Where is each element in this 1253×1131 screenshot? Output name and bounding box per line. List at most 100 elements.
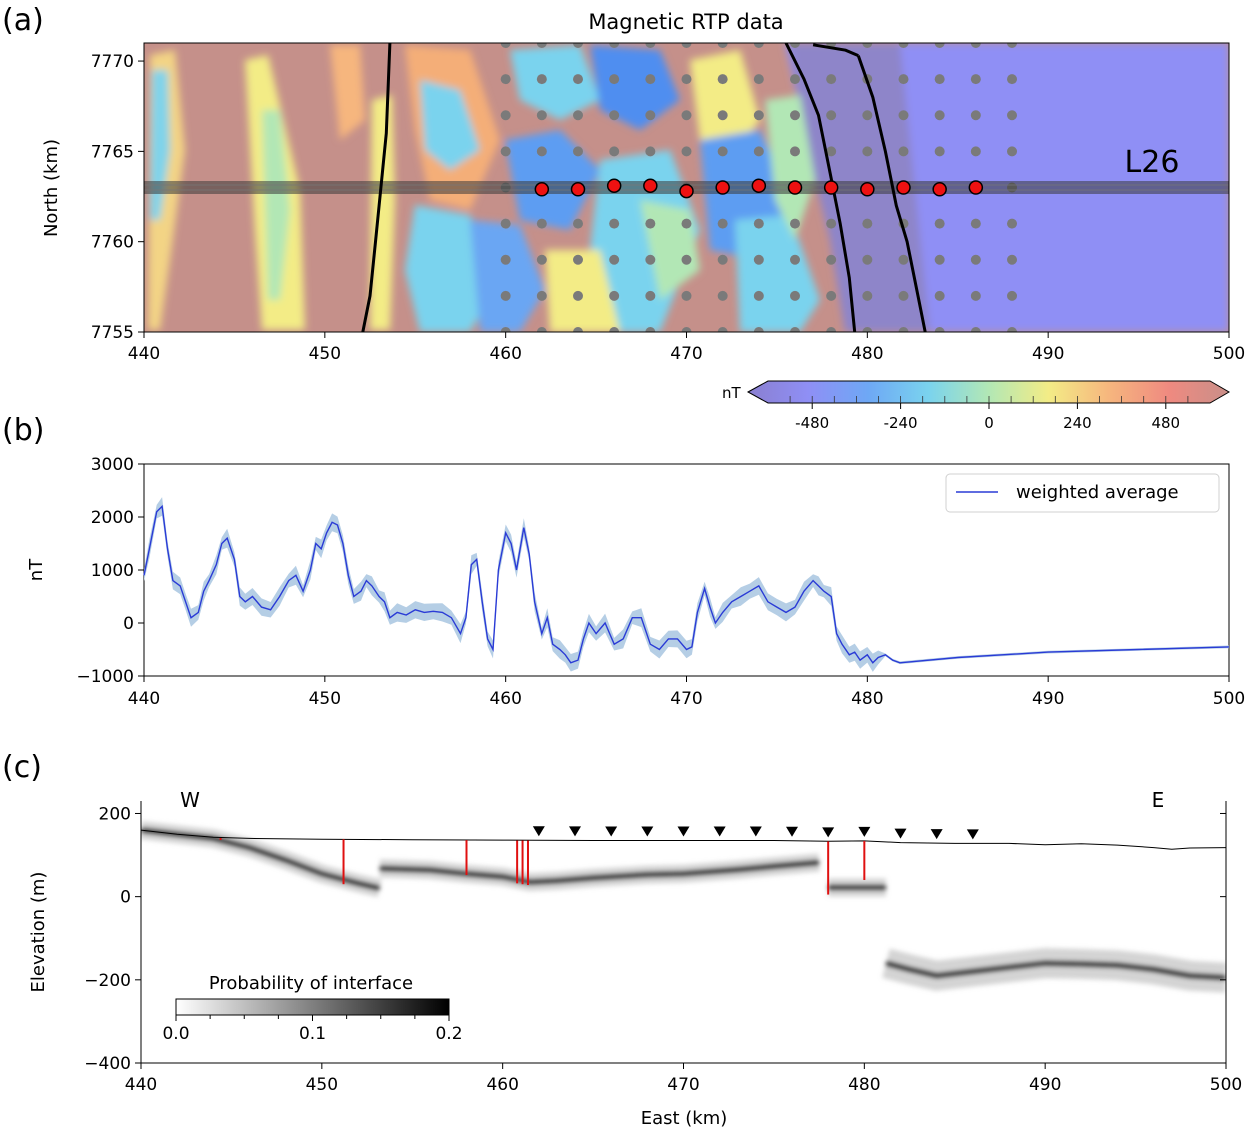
panel-a-ylabel: North (km) bbox=[41, 139, 62, 237]
selected-sounding bbox=[534, 182, 550, 197]
x-tick-label: 460 bbox=[489, 689, 521, 709]
grid-point bbox=[536, 74, 547, 85]
grid-point bbox=[934, 110, 945, 121]
probability-colorbar-ticks: 0.0 0.1 0.2 bbox=[162, 1015, 463, 1044]
grid-point bbox=[790, 290, 800, 301]
grid-point bbox=[717, 327, 728, 332]
selected-soundings bbox=[534, 178, 984, 199]
grid-point bbox=[573, 290, 583, 301]
legend: weighted average bbox=[945, 473, 1220, 513]
y-tick-label: −200 bbox=[84, 971, 131, 991]
grid-point bbox=[573, 74, 583, 85]
station-marker bbox=[822, 827, 835, 838]
grid-point bbox=[826, 110, 837, 121]
grid-point bbox=[753, 218, 764, 229]
y-tick-label: 0 bbox=[123, 614, 134, 634]
grid-point bbox=[970, 110, 981, 121]
grid-point bbox=[1007, 327, 1017, 332]
x-tick-label: 500 bbox=[1213, 344, 1245, 364]
colorbar-tick-label: 0 bbox=[984, 414, 994, 432]
colorbar-label: nT bbox=[722, 384, 742, 402]
grid-point bbox=[934, 254, 945, 265]
rtp-map bbox=[144, 43, 1229, 332]
grid-point bbox=[609, 218, 620, 229]
probability-colorbar-label: Probability of interface bbox=[209, 973, 413, 994]
grid-point bbox=[790, 110, 800, 121]
grid-point bbox=[645, 146, 656, 157]
grid-point bbox=[717, 74, 728, 85]
selected-sounding bbox=[787, 180, 803, 195]
y-tick-label: 200 bbox=[99, 804, 131, 824]
west-warm-2 bbox=[330, 45, 365, 140]
side-label-west: W bbox=[180, 788, 200, 812]
selected-sounding bbox=[823, 180, 839, 195]
station-marker bbox=[894, 828, 907, 839]
grid-point bbox=[573, 218, 583, 229]
grid-point bbox=[536, 254, 547, 265]
grid-point bbox=[609, 146, 620, 157]
x-tick-label: 450 bbox=[306, 1075, 338, 1095]
ground-surface bbox=[141, 829, 1226, 850]
central-yellow-1 bbox=[690, 50, 760, 160]
grid-point bbox=[1007, 110, 1017, 121]
grid-point bbox=[970, 290, 981, 301]
panel-label-a: (a) bbox=[2, 3, 44, 38]
grid-point bbox=[826, 290, 837, 301]
station-marker bbox=[930, 829, 943, 840]
panel-c-ylabel: Elevation (m) bbox=[28, 872, 49, 993]
boundary-line bbox=[784, 43, 857, 332]
grid-point bbox=[681, 43, 692, 48]
grid-point bbox=[898, 110, 909, 121]
grid-point bbox=[573, 254, 583, 265]
grid-point bbox=[1007, 290, 1017, 301]
grid-point bbox=[790, 74, 800, 85]
grid-point bbox=[970, 43, 981, 48]
grid-point bbox=[862, 327, 873, 332]
grid-point bbox=[753, 110, 764, 121]
geological-boundaries bbox=[361, 43, 927, 332]
legend-box bbox=[945, 473, 1220, 513]
grid-point bbox=[573, 110, 583, 121]
grid-point bbox=[681, 74, 692, 85]
panel-label-b: (b) bbox=[2, 413, 44, 448]
grid-point bbox=[826, 327, 837, 332]
x-tick-label: 450 bbox=[309, 344, 341, 364]
selected-sounding bbox=[751, 178, 767, 193]
y-tick-label: 7760 bbox=[91, 233, 134, 253]
grid-point bbox=[717, 290, 728, 301]
grid-point bbox=[790, 254, 800, 265]
grid-point bbox=[573, 43, 583, 48]
selected-sounding bbox=[896, 180, 911, 195]
panel-c-ticks: 440 450 460 470 480 490 500 −400 −200 0 200 bbox=[84, 804, 1242, 1095]
grid-point bbox=[862, 218, 873, 229]
grid-point bbox=[753, 43, 764, 48]
y-tick-label: 7755 bbox=[91, 323, 134, 343]
station-marker bbox=[532, 826, 545, 837]
station-marker bbox=[749, 826, 762, 837]
grid-point bbox=[753, 254, 764, 265]
x-tick-label: 470 bbox=[670, 689, 702, 709]
colorbar-tick-label: -480 bbox=[795, 414, 829, 432]
grid-point bbox=[645, 327, 656, 332]
grid-point bbox=[898, 146, 909, 157]
grid-point bbox=[500, 110, 511, 121]
grid-point bbox=[898, 327, 909, 332]
station-marker bbox=[966, 829, 979, 840]
x-tick-label: 490 bbox=[1032, 344, 1064, 364]
y-tick-label: −1000 bbox=[76, 667, 134, 687]
colorbar-ticks: -480 -240 0 240 480 bbox=[789, 396, 1189, 432]
fault-markers bbox=[219, 838, 866, 895]
grid-point bbox=[862, 254, 873, 265]
grid-point bbox=[790, 146, 800, 157]
y-tick-label: 7765 bbox=[91, 142, 134, 162]
grid-point bbox=[898, 254, 909, 265]
station-marker bbox=[786, 826, 798, 837]
grid-point bbox=[1007, 146, 1017, 157]
grid-point bbox=[898, 74, 909, 85]
x-tick-label: 500 bbox=[1210, 1075, 1242, 1095]
grid-point bbox=[645, 290, 656, 301]
grid-point bbox=[717, 110, 728, 121]
grid-point bbox=[573, 327, 583, 332]
x-tick-label: 480 bbox=[848, 1075, 880, 1095]
grid-point bbox=[681, 110, 692, 121]
